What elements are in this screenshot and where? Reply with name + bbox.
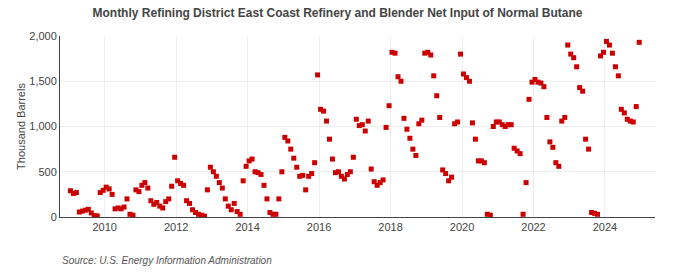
svg-text:2014: 2014 <box>235 221 259 233</box>
svg-text:2018: 2018 <box>378 221 402 233</box>
svg-text:Thousand Barrels: Thousand Barrels <box>15 83 27 170</box>
svg-text:500: 500 <box>38 166 56 178</box>
svg-text:2020: 2020 <box>450 221 474 233</box>
svg-text:1,500: 1,500 <box>29 75 57 87</box>
svg-text:2010: 2010 <box>92 221 116 233</box>
svg-text:2016: 2016 <box>307 221 331 233</box>
svg-text:Source: U.S. Energy Informatio: Source: U.S. Energy Information Administ… <box>62 255 272 266</box>
svg-text:2024: 2024 <box>593 221 617 233</box>
svg-text:2022: 2022 <box>521 221 545 233</box>
svg-text:1,000: 1,000 <box>29 120 57 132</box>
svg-text:2012: 2012 <box>164 221 188 233</box>
svg-text:2,000: 2,000 <box>29 30 57 42</box>
svg-text:0: 0 <box>51 211 57 223</box>
svg-text:Monthly Refining District East: Monthly Refining District East Coast Ref… <box>92 6 582 20</box>
